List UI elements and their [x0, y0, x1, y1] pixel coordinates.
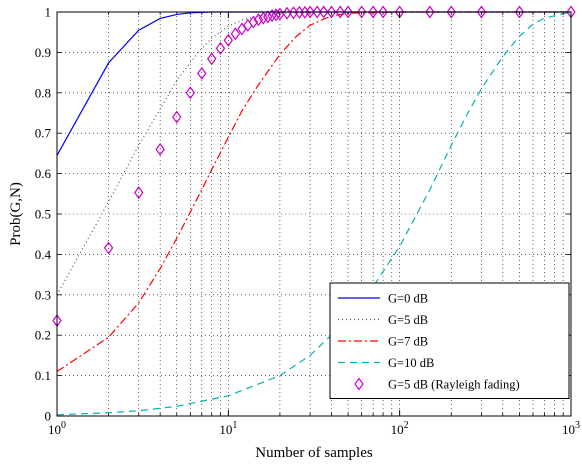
data-point [253, 13, 264, 27]
x-tick-label: 101 [219, 420, 237, 437]
data-point [223, 33, 234, 47]
legend-label: G=10 dB [388, 356, 434, 370]
y-tick-label: 0.3 [35, 287, 51, 302]
y-tick-label: 0.4 [35, 247, 52, 262]
series-line [56, 11, 572, 416]
data-point [258, 11, 269, 25]
series-line [56, 11, 571, 296]
y-tick-label: 0.2 [35, 328, 51, 343]
legend-label: G=0 dB [388, 292, 428, 306]
legend-label: G=5 dB (Rayleigh fading) [388, 378, 520, 392]
legend-item: G=0 dB [338, 292, 428, 306]
y-tick-label: 0.1 [35, 368, 51, 383]
data-point [476, 5, 487, 19]
y-axis-label: Prob(G,N) [8, 182, 24, 246]
data-point [282, 6, 292, 20]
x-tick-label: 100 [48, 420, 66, 437]
series-line [56, 11, 571, 373]
data-point [197, 66, 207, 80]
data-point [103, 241, 114, 255]
data-point [271, 8, 281, 22]
series-2 [56, 11, 571, 296]
y-tick-label: 1 [45, 5, 52, 20]
series-5 [52, 5, 576, 328]
series-line [56, 11, 571, 156]
data-point [172, 110, 182, 124]
data-point [305, 5, 315, 19]
data-point [155, 142, 165, 156]
x-tick-labels: 100 101 102 103 [48, 420, 580, 437]
data-point [215, 41, 226, 55]
data-point [185, 86, 196, 100]
data-point [318, 5, 329, 19]
x-tick-label: 103 [562, 420, 580, 437]
data-point [368, 5, 378, 19]
data-point [378, 5, 388, 19]
series-4 [56, 11, 572, 416]
y-tick-label: 0 [45, 409, 52, 424]
y-tick-label: 0.7 [35, 126, 52, 141]
legend-box [329, 282, 570, 399]
data-point [263, 10, 273, 24]
data-point [134, 186, 144, 200]
legend-label: G=5 dB [388, 313, 428, 327]
data-point [267, 9, 277, 23]
legend-item: G=7 dB [338, 335, 428, 349]
data-point [446, 5, 456, 19]
y-tick-label: 0.5 [35, 207, 51, 222]
series-1 [56, 11, 571, 156]
data-point [514, 5, 525, 19]
data-point [312, 5, 322, 19]
y-tick-label: 0.9 [35, 45, 51, 60]
x-tick-label: 102 [391, 420, 409, 437]
legend-marker [354, 377, 364, 391]
series-3 [56, 11, 571, 373]
legend-label: G=7 dB [388, 335, 428, 349]
legend-item: G=5 dB [338, 313, 428, 327]
y-tick-label: 0.6 [35, 166, 52, 181]
legend-item: G=5 dB (Rayleigh fading) [354, 377, 520, 392]
y-tick-label: 0.8 [35, 85, 51, 100]
data-point [248, 15, 259, 29]
data-point [425, 5, 435, 19]
data-point [356, 5, 367, 19]
y-tick-labels: 0 0.1 0.2 0.3 0.4 0.5 0.6 0.7 0.8 0.9 1 [35, 5, 52, 424]
legend: G=0 dB G=5 dB G=7 dB G=10 dB G=5 dB (Rayleig… [329, 282, 570, 399]
x-axis-label: Number of samples [255, 445, 373, 461]
legend-item: G=10 dB [338, 356, 434, 370]
data-point [207, 52, 217, 66]
data-point [326, 5, 337, 19]
data-point [343, 5, 353, 19]
data-point [230, 27, 241, 41]
data-point [335, 5, 345, 19]
